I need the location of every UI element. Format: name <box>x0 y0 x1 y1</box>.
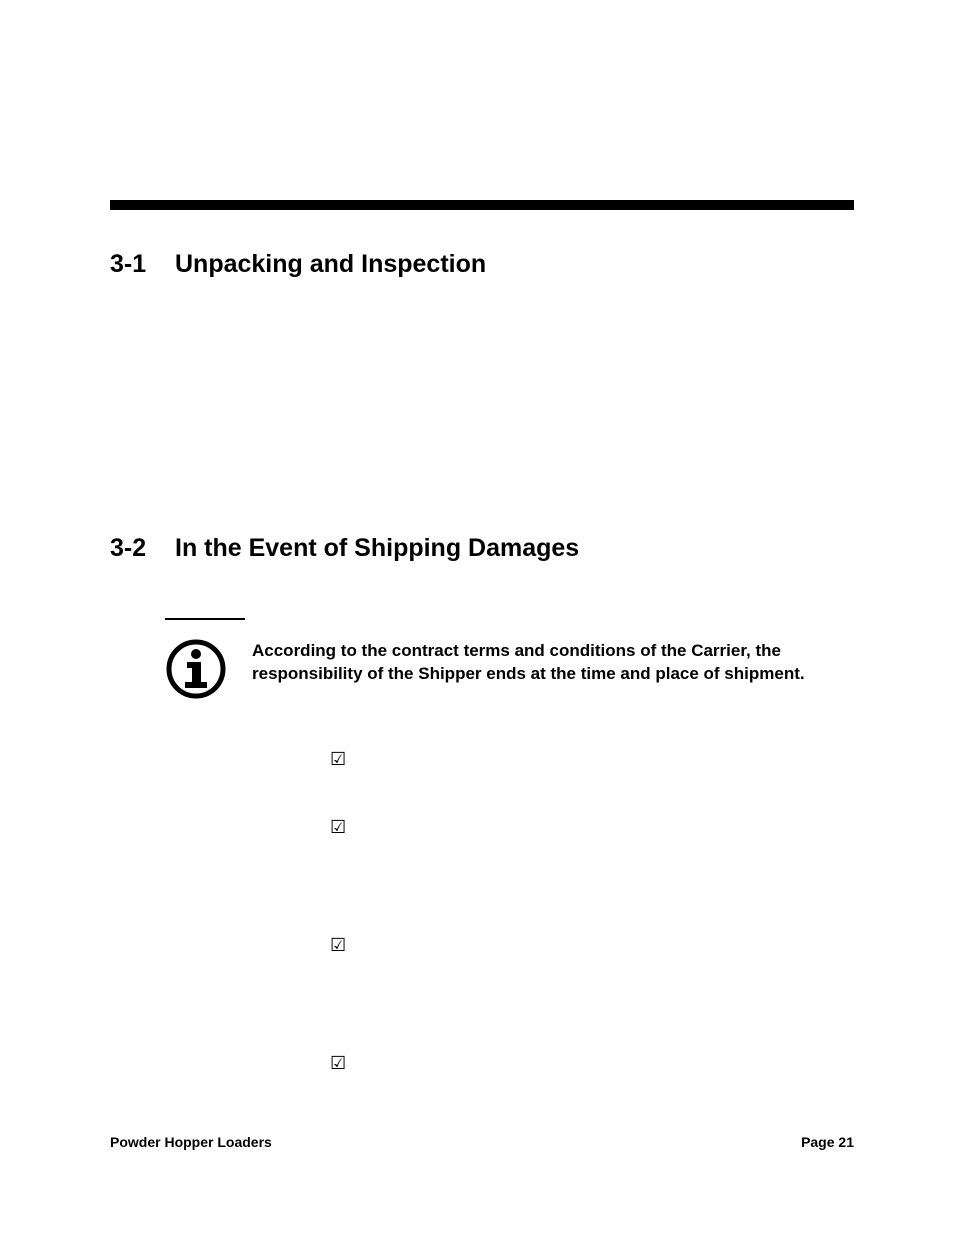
check-item: ☑ <box>330 1054 854 1072</box>
section-number: 3-1 <box>110 250 175 279</box>
check-item: ☑ <box>330 818 854 836</box>
footer-right: Page 21 <box>801 1134 854 1150</box>
checklist: ☑ ☑ ☑ ☑ <box>330 750 854 1072</box>
page: 3-1 Unpacking and Inspection 3-2 In the … <box>0 0 954 1235</box>
note-block: According to the contract terms and cond… <box>165 618 854 705</box>
section-title: Unpacking and Inspection <box>175 250 486 279</box>
check-item: ☑ <box>330 750 854 768</box>
spacer <box>110 279 854 514</box>
note-row: According to the contract terms and cond… <box>165 638 854 705</box>
section-number: 3-2 <box>110 534 175 563</box>
note-text: According to the contract terms and cond… <box>252 638 854 686</box>
footer: Powder Hopper Loaders Page 21 <box>110 1134 854 1150</box>
check-item: ☑ <box>330 936 854 954</box>
footer-left: Powder Hopper Loaders <box>110 1134 272 1150</box>
section-title: In the Event of Shipping Damages <box>175 534 579 563</box>
section-heading-3-1: 3-1 Unpacking and Inspection <box>110 250 854 279</box>
note-rule <box>165 618 245 620</box>
info-icon <box>165 638 227 705</box>
section-heading-3-2: 3-2 In the Event of Shipping Damages <box>110 534 854 563</box>
horizontal-rule <box>110 200 854 210</box>
